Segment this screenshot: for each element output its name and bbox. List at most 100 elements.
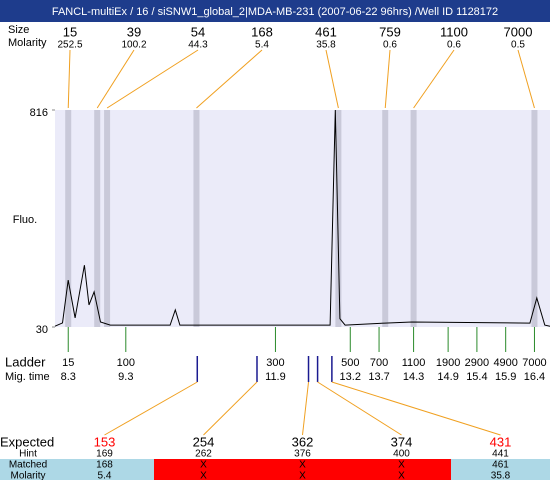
peak-connector (517, 49, 535, 109)
ladder-time: 16.4 (524, 371, 545, 383)
ladder-time: 15.4 (466, 371, 487, 383)
hint-value: 262 (195, 449, 212, 460)
expected-connector (317, 381, 402, 436)
matched-value: X (200, 460, 207, 471)
y-tick-label: 30 (36, 324, 48, 336)
ladder-time: 14.3 (403, 371, 424, 383)
hint-label: Hint (19, 449, 37, 460)
label-cell (0, 459, 55, 480)
peak-band (65, 110, 72, 327)
peak-band (410, 110, 417, 327)
peak-band (335, 110, 342, 327)
ladder-size: 4900 (493, 357, 517, 369)
ladder-time: 13.7 (368, 371, 389, 383)
title-bar (0, 0, 550, 22)
peak-molarity: 100.2 (121, 40, 146, 51)
peak-molarity: 5.4 (255, 40, 269, 51)
peak-size: 7000 (504, 24, 533, 39)
peak-connector (196, 49, 263, 109)
ladder-time: 8.3 (61, 371, 76, 383)
matched-value: X (299, 460, 306, 471)
ladder-size: 1100 (402, 357, 426, 369)
expected-value: 431 (490, 434, 512, 449)
matched-value: 461 (492, 460, 509, 471)
ladder-size: 2900 (465, 357, 489, 369)
peak-band (104, 110, 111, 327)
match-cell (55, 459, 154, 480)
match-cell (253, 459, 352, 480)
size-label: Size (8, 24, 29, 36)
peak-molarity: 0.6 (383, 40, 397, 51)
molarity-value: 5.4 (98, 471, 112, 480)
expected-label: Expected (0, 434, 54, 449)
peak-size: 759 (379, 24, 401, 39)
peak-connector (413, 49, 455, 109)
expected-connector (331, 381, 501, 436)
peak-molarity: 252.5 (57, 40, 82, 51)
expected-value: 374 (391, 434, 413, 449)
peak-connector (325, 49, 339, 109)
ladder-size: 7000 (522, 357, 546, 369)
peak-molarity: 0.5 (511, 40, 525, 51)
ladder-time: 15.9 (495, 371, 516, 383)
hint-value: 441 (492, 449, 509, 460)
ladder-label: Ladder (5, 354, 46, 369)
peak-molarity: 0.6 (447, 40, 461, 51)
hint-value: 169 (96, 449, 113, 460)
expected-value: 362 (292, 434, 314, 449)
ladder-time: 9.3 (118, 371, 133, 383)
peak-size: 168 (251, 24, 273, 39)
molarity-value: X (299, 471, 306, 480)
matched-value: X (398, 460, 405, 471)
ladder-time: 14.9 (437, 371, 458, 383)
hint-value: 376 (294, 449, 311, 460)
molarity-value: X (398, 471, 405, 480)
ladder-size: 300 (266, 357, 284, 369)
plot-area (55, 110, 550, 327)
ladder-size: 15 (62, 357, 74, 369)
ladder-size: 700 (370, 357, 388, 369)
molarity-label: Molarity (8, 37, 47, 49)
molarity-value: 35.8 (491, 471, 511, 480)
peak-band (94, 110, 101, 327)
mig-time-label: Mig. time (5, 371, 50, 383)
peak-molarity: 35.8 (316, 40, 336, 51)
peak-connector (106, 49, 199, 109)
molarity-row-label: Molarity (10, 471, 45, 480)
molarity-value: X (200, 471, 207, 480)
peak-size: 461 (315, 24, 337, 39)
peak-molarity: 44.3 (188, 40, 208, 51)
peak-band (531, 110, 538, 327)
expected-connector (203, 381, 258, 436)
y-axis-label: Fluo. (13, 214, 37, 226)
ladder-size: 100 (117, 357, 135, 369)
hint-value: 400 (393, 449, 410, 460)
expected-connector (302, 381, 310, 436)
match-cell (451, 459, 550, 480)
expected-value: 254 (193, 434, 215, 449)
ladder-time: 13.2 (340, 371, 361, 383)
matched-label: Matched (9, 460, 47, 471)
ladder-size: 500 (341, 357, 359, 369)
matched-value: 168 (96, 460, 113, 471)
peak-size: 39 (127, 24, 141, 39)
trace (54, 109, 550, 327)
peak-size: 54 (191, 24, 205, 39)
ladder-time: 11.9 (265, 371, 286, 383)
peak-band (382, 110, 389, 327)
peak-size: 15 (63, 24, 77, 39)
peak-connector (96, 49, 135, 109)
match-cell (154, 459, 253, 480)
match-cell (352, 459, 451, 480)
expected-connector (104, 381, 198, 436)
peak-band (193, 110, 200, 327)
title: FANCL-multiEx / 16 / siSNW1_global_2|MDA… (52, 6, 498, 18)
y-tick-label: 816 (30, 107, 48, 119)
peak-connector (384, 49, 391, 109)
peak-size: 1100 (440, 24, 468, 39)
ladder-size: 1900 (436, 357, 460, 369)
peak-connector (67, 49, 71, 109)
expected-value: 153 (94, 434, 116, 449)
